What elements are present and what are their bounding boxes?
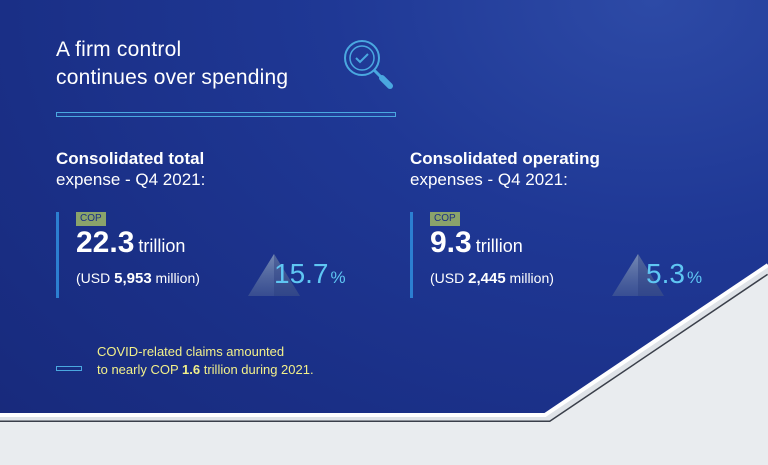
usd-suffix: million) [151, 270, 200, 286]
note-marker [56, 366, 82, 371]
percent-sign: % [330, 268, 346, 287]
total-expense-heading: Consolidated total expense - Q4 2021: [56, 148, 205, 190]
usd-equivalent: (USD 2,445 million) [430, 270, 554, 287]
metric-accent-line [56, 212, 59, 298]
headline-line-2: continues over spending [56, 66, 289, 89]
note-line-2-post: trillion during 2021. [200, 362, 314, 377]
note-line-2-bold: 1.6 [182, 362, 201, 377]
total-expense-amount: 22.3 trillion [76, 226, 185, 260]
note-line-1: COVID-related claims amounted [97, 344, 285, 359]
headline-divider [56, 112, 396, 117]
triangle-up-icon [612, 254, 664, 296]
operating-expenses-subtitle: expenses - Q4 2021: [410, 170, 568, 189]
total-expense-metric: COP 22.3 trillion (USD 5,953 million) [56, 212, 256, 298]
operating-expenses-metric: COP 9.3 trillion (USD 2,445 million) [410, 212, 610, 298]
amount-value: 9.3 [430, 226, 472, 259]
search-check-icon [344, 40, 393, 89]
total-expense-subtitle: expense - Q4 2021: [56, 170, 206, 189]
change-number: 15.7 [274, 258, 329, 289]
amount-value: 22.3 [76, 226, 135, 259]
headline-line-1: A firm control [56, 38, 182, 61]
headline: A firm control continues over spending [56, 36, 316, 92]
note-line-2: to nearly COP 1.6 trillion during 2021. [97, 361, 377, 379]
change-number: 5.3 [646, 258, 685, 289]
usd-prefix: (USD [430, 270, 469, 286]
total-expense-title: Consolidated total [56, 149, 205, 168]
total-expense-change: 15.7% [246, 252, 356, 302]
change-value: 15.7% [274, 258, 346, 290]
percent-sign: % [686, 268, 703, 287]
metric-accent-line [410, 212, 413, 298]
currency-badge: COP [76, 212, 106, 226]
covid-claims-note: COVID-related claims amounted to nearly … [97, 343, 377, 379]
triangle-up-icon [248, 254, 300, 296]
currency-badge: COP [430, 212, 460, 226]
change-value: 5.3% [646, 258, 702, 290]
usd-value: 2,445 [468, 270, 506, 287]
operating-expenses-heading: Consolidated operating expenses - Q4 202… [410, 148, 600, 190]
amount-unit: trillion [138, 236, 186, 256]
note-line-2-pre: to nearly COP [97, 362, 183, 377]
usd-equivalent: (USD 5,953 million) [76, 270, 200, 287]
amount-unit: trillion [475, 236, 523, 256]
usd-value: 5,953 [114, 270, 152, 287]
usd-prefix: (USD [76, 270, 115, 286]
usd-suffix: million) [505, 270, 554, 286]
operating-expenses-amount: 9.3 trillion [430, 226, 523, 260]
operating-expenses-title: Consolidated operating [410, 149, 600, 168]
operating-expenses-change: 5.3% [610, 252, 710, 302]
